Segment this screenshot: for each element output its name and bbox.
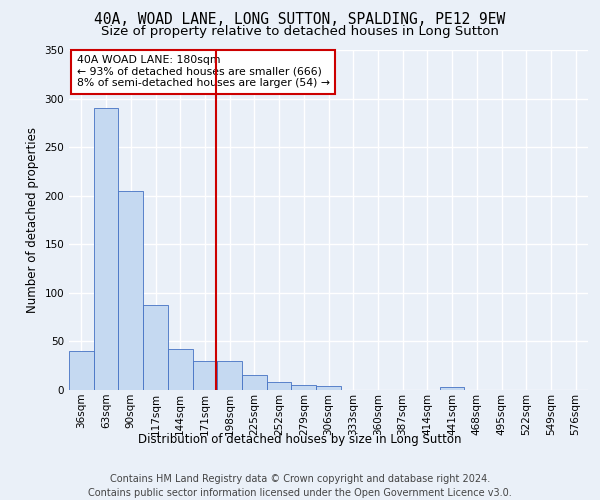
Bar	[168, 349, 193, 390]
Bar	[193, 361, 217, 390]
Bar	[94, 108, 118, 390]
Bar	[316, 386, 341, 390]
Text: 40A, WOAD LANE, LONG SUTTON, SPALDING, PE12 9EW: 40A, WOAD LANE, LONG SUTTON, SPALDING, P…	[94, 12, 506, 28]
Bar	[267, 382, 292, 390]
Text: Size of property relative to detached houses in Long Sutton: Size of property relative to detached ho…	[101, 25, 499, 38]
Bar	[292, 385, 316, 390]
Text: 40A WOAD LANE: 180sqm
← 93% of detached houses are smaller (666)
8% of semi-deta: 40A WOAD LANE: 180sqm ← 93% of detached …	[77, 55, 330, 88]
Y-axis label: Number of detached properties: Number of detached properties	[26, 127, 39, 313]
Bar	[69, 351, 94, 390]
Bar	[242, 376, 267, 390]
Bar	[217, 361, 242, 390]
Bar	[440, 387, 464, 390]
Bar	[118, 191, 143, 390]
Text: Contains HM Land Registry data © Crown copyright and database right 2024.
Contai: Contains HM Land Registry data © Crown c…	[88, 474, 512, 498]
Text: Distribution of detached houses by size in Long Sutton: Distribution of detached houses by size …	[138, 432, 462, 446]
Bar	[143, 304, 168, 390]
